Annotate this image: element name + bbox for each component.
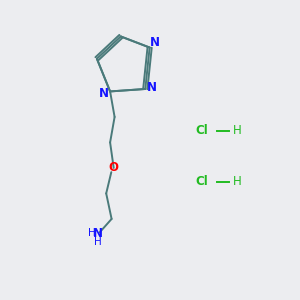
Text: N: N bbox=[93, 226, 103, 239]
Text: H: H bbox=[232, 175, 241, 188]
Text: Cl: Cl bbox=[195, 124, 208, 137]
Text: O: O bbox=[109, 161, 119, 174]
Text: Cl: Cl bbox=[195, 175, 208, 188]
Text: N: N bbox=[147, 81, 157, 94]
Text: H: H bbox=[88, 228, 95, 238]
Text: H: H bbox=[232, 124, 241, 137]
Text: N: N bbox=[149, 36, 159, 49]
Text: H: H bbox=[94, 237, 102, 247]
Text: N: N bbox=[98, 87, 109, 100]
